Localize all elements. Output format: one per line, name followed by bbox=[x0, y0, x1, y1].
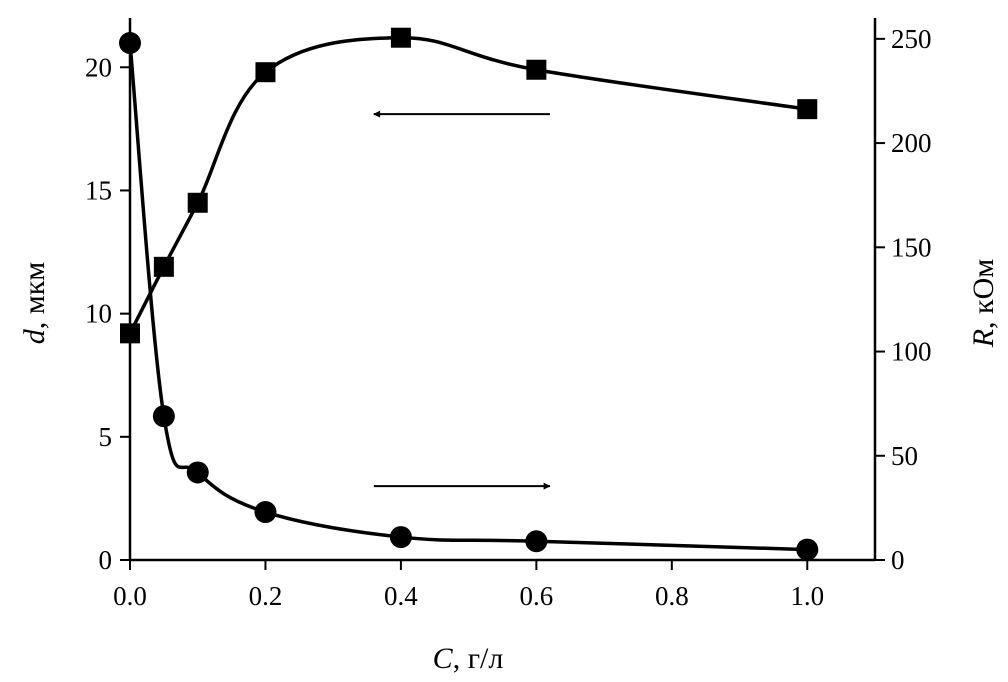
y-right-tick-label: 0 bbox=[891, 545, 905, 575]
y-right-tick-label: 100 bbox=[891, 337, 932, 367]
data-point-circle bbox=[254, 501, 277, 524]
data-point-circle bbox=[119, 32, 141, 55]
x-tick-label: 0.8 bbox=[655, 581, 689, 611]
series-1 bbox=[120, 27, 818, 344]
x-tick-label: 0.2 bbox=[249, 581, 283, 611]
data-point-square bbox=[120, 323, 140, 344]
y-left-tick-label: 20 bbox=[85, 52, 112, 82]
series-line bbox=[128, 35, 808, 335]
y-right-tick-label: 150 bbox=[891, 232, 932, 262]
x-tick-label: 0.0 bbox=[113, 581, 147, 611]
data-point-square bbox=[797, 99, 818, 120]
data-point-square bbox=[153, 256, 174, 277]
y-left-axis-title: d, мкм bbox=[18, 262, 51, 345]
y-right-tick-label: 250 bbox=[891, 24, 932, 54]
annotations-group bbox=[373, 110, 551, 490]
data-point-circle bbox=[152, 405, 175, 428]
x-tick-label: 1.0 bbox=[790, 581, 824, 611]
data-point-circle bbox=[389, 526, 412, 549]
data-point-square bbox=[255, 62, 276, 83]
x-axis-title: C, г/л bbox=[433, 642, 504, 675]
y-right-tick-label: 200 bbox=[891, 128, 932, 158]
series-2 bbox=[119, 32, 819, 561]
data-point-square bbox=[187, 192, 208, 213]
y-left-tick-label: 15 bbox=[85, 175, 112, 205]
data-point-circle bbox=[186, 461, 209, 484]
y-right-tick-label: 50 bbox=[891, 441, 918, 471]
y-left-tick-label: 5 bbox=[99, 422, 113, 452]
axes-group bbox=[128, 18, 877, 562]
data-point-square bbox=[390, 27, 411, 48]
y-left-tick-label: 10 bbox=[85, 299, 112, 329]
ticks-group: 0.0 0.2 0.4 0.6 0.8 1.00510152005010015020025… bbox=[85, 24, 932, 611]
data-point-square bbox=[526, 59, 547, 80]
x-tick-label: 0.4 bbox=[384, 581, 418, 611]
y-left-tick-label: 0 bbox=[99, 545, 113, 575]
data-point-circle bbox=[796, 538, 819, 561]
data-point-circle bbox=[525, 530, 548, 553]
series-group bbox=[119, 27, 819, 561]
x-tick-label: 0.6 bbox=[519, 581, 553, 611]
y-right-axis-title: R, кОм bbox=[967, 259, 1000, 349]
